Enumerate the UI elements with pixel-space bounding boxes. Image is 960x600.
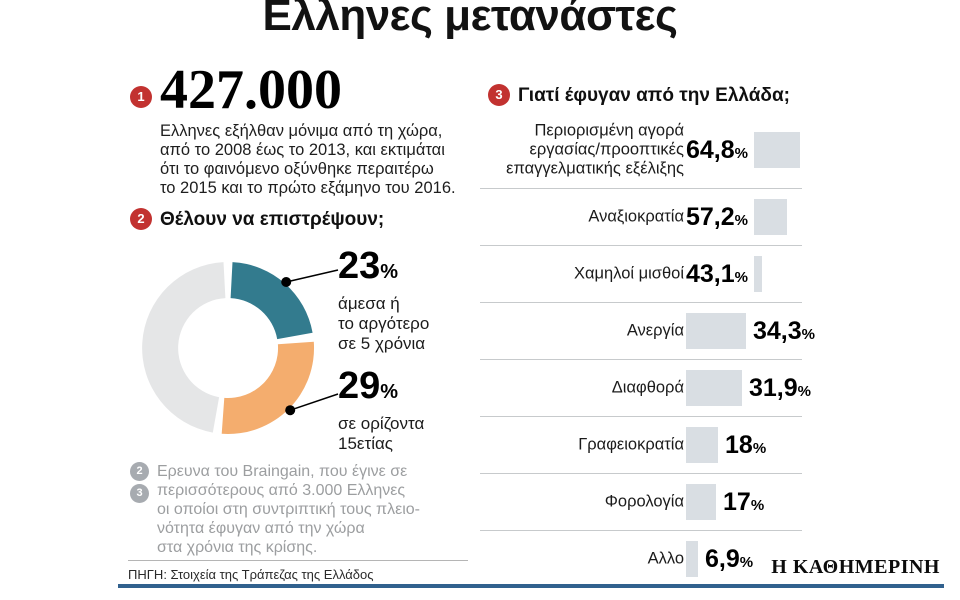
- bar-value: 31,9%: [749, 374, 812, 402]
- footnote-text: Ερευνα του Braingain, που έγινε σε περισ…: [157, 463, 420, 556]
- section3-heading: Γιατί έφυγαν από την Ελλάδα;: [518, 85, 790, 106]
- percent-sign: %: [734, 269, 749, 286]
- footnote-badge-3: 3: [130, 484, 149, 503]
- donut-slice: [142, 262, 226, 433]
- bar-value: 17%: [723, 488, 765, 516]
- donut-svg: [142, 262, 339, 435]
- percent-sign: %: [801, 326, 816, 343]
- donut-slice: [230, 262, 313, 340]
- bar-category-label: Περιορισμένη αγορά εργασίας/προοπτικές ε…: [506, 121, 684, 178]
- bar-fill: [686, 313, 746, 349]
- percent-sign: %: [797, 383, 812, 400]
- percent-sign: %: [380, 261, 399, 283]
- bar-row: Περιορισμένη αγορά εργασίας/προοπτικές ε…: [480, 112, 802, 189]
- bar-row: Διαφθορά 31,9%: [480, 360, 811, 417]
- bar-category-label: Αναξιοκρατία: [588, 207, 684, 226]
- percent-sign: %: [752, 440, 767, 457]
- bar-row: Ανεργία 34,3%: [480, 303, 815, 360]
- section2-heading: Θέλουν να επιστρέψουν;: [160, 209, 385, 230]
- section2-badge: 2: [130, 208, 152, 230]
- percent-sign: %: [734, 212, 749, 229]
- donut-callout-15-years: 29% σε ορίζοντα 15ετίας: [338, 366, 424, 454]
- donut-callout-label: σε ορίζοντα 15ετίας: [338, 414, 425, 453]
- callout-dot: [281, 277, 292, 287]
- bar-row: Γραφειοκρατία 18%: [480, 417, 802, 474]
- bar-value: 18%: [725, 431, 767, 459]
- percent-sign: %: [750, 497, 765, 514]
- bottom-rule: [118, 584, 944, 588]
- bar-category-label: Αλλο: [647, 549, 684, 568]
- stat-description: Ελληνες εξήλθαν μόνιμα από τη χώρα, από …: [160, 122, 456, 197]
- callout-line: [289, 393, 339, 411]
- bar-value: 43,1%: [686, 256, 755, 292]
- donut-callout-label: άμεσα ή το αργότερο σε 5 χρόνια: [338, 294, 430, 353]
- bar-category-label: Φορολογία: [604, 492, 684, 511]
- brand-logo: Η ΚΑΘΗΜΕΡΙΝΗ: [771, 556, 940, 578]
- bar-row: Αλλο 6,9%: [480, 531, 802, 587]
- donut-callout-value: 29%: [338, 365, 399, 407]
- stat-value: 427.000: [160, 59, 342, 121]
- footnote-badge-2: 2: [130, 462, 149, 481]
- section1-badge: 1: [130, 86, 152, 108]
- percent-sign: %: [734, 145, 749, 162]
- source-note: ΠΗΓΗ: Στοιχεία της Τράπεζας της Ελλάδος: [128, 560, 468, 582]
- page-title: Ελληνες μετανάστες: [262, 0, 678, 40]
- bar-fill: [686, 427, 718, 463]
- bar-category-label: Ανεργία: [626, 321, 684, 340]
- bar-row: Φορολογία 17%: [480, 474, 802, 531]
- donut-callout-5-years: 23% άμεσα ή το αργότερο σε 5 χρόνια: [338, 246, 429, 354]
- bar-row: Χαμηλοί μισθοί 43,1%: [480, 246, 802, 303]
- callout-dot: [285, 405, 296, 416]
- footnote-badges: 2 3: [130, 462, 149, 557]
- bar-fill: [686, 370, 742, 406]
- section3-badge: 3: [488, 84, 510, 106]
- bar-value: 6,9%: [705, 545, 754, 573]
- bar-category-label: Χαμηλοί μισθοί: [573, 264, 684, 283]
- footnote: 2 3 Ερευνα του Braingain, που έγινε σε π…: [130, 462, 446, 557]
- callout-line: [286, 269, 339, 283]
- bar-value: 34,3%: [753, 317, 816, 345]
- bar-fill: [686, 541, 698, 577]
- donut-slice: [221, 341, 315, 435]
- percent-sign: %: [739, 554, 754, 571]
- bar-chart: Περιορισμένη αγορά εργασίας/προοπτικές ε…: [480, 112, 815, 587]
- donut-chart: [126, 246, 346, 454]
- bar-fill: [686, 484, 716, 520]
- bar-row: Αναξιοκρατία 57,2%: [480, 189, 802, 246]
- donut-callout-value: 23%: [338, 245, 399, 287]
- percent-sign: %: [380, 381, 399, 403]
- bar-category-label: Γραφειοκρατία: [578, 435, 684, 454]
- bar-category-label: Διαφθορά: [611, 378, 684, 397]
- bar-value: 57,2%: [686, 199, 755, 235]
- bar-value: 64,8%: [686, 132, 755, 168]
